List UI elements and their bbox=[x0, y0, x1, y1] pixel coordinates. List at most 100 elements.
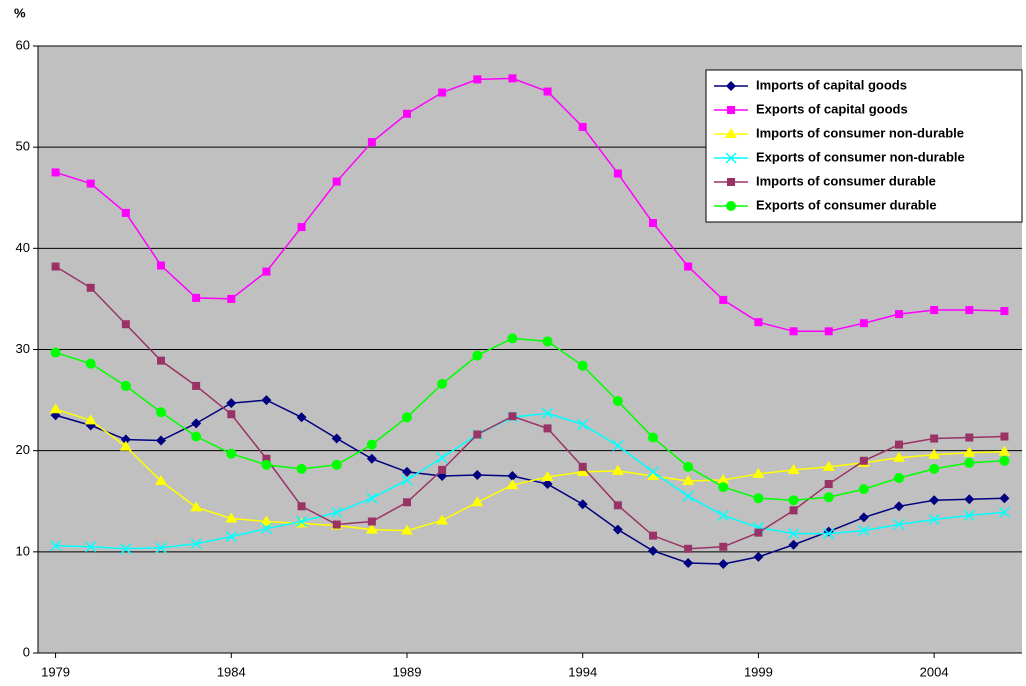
marker bbox=[473, 75, 482, 84]
marker bbox=[612, 396, 623, 407]
marker bbox=[366, 439, 377, 450]
marker bbox=[85, 541, 97, 553]
marker bbox=[1000, 432, 1009, 441]
marker bbox=[367, 517, 376, 526]
legend-marker bbox=[725, 128, 737, 138]
marker bbox=[963, 509, 975, 521]
marker bbox=[788, 539, 799, 550]
y-tick-label: 10 bbox=[16, 543, 30, 558]
marker bbox=[192, 293, 201, 302]
marker bbox=[929, 495, 940, 506]
legend-label: Imports of capital goods bbox=[756, 77, 907, 92]
y-tick-label: 60 bbox=[16, 37, 30, 52]
marker bbox=[612, 440, 624, 452]
marker bbox=[859, 319, 868, 328]
marker bbox=[120, 543, 132, 555]
marker bbox=[684, 262, 693, 271]
y-tick-label: 20 bbox=[16, 442, 30, 457]
marker bbox=[262, 267, 271, 276]
marker bbox=[683, 461, 694, 472]
marker bbox=[402, 466, 412, 477]
marker bbox=[506, 479, 519, 490]
marker bbox=[718, 482, 729, 493]
legend-label: Exports of consumer non-durable bbox=[756, 149, 965, 164]
marker bbox=[121, 320, 130, 329]
series-line bbox=[55, 412, 1005, 550]
marker bbox=[859, 456, 868, 465]
marker bbox=[507, 470, 518, 481]
marker bbox=[717, 474, 730, 485]
legend-label: Exports of capital goods bbox=[756, 101, 908, 116]
marker bbox=[752, 467, 765, 478]
marker bbox=[578, 122, 587, 131]
marker bbox=[893, 451, 905, 462]
marker bbox=[578, 462, 587, 471]
marker bbox=[895, 310, 903, 319]
y-tick-label: 40 bbox=[16, 240, 30, 255]
marker bbox=[157, 356, 165, 365]
marker bbox=[787, 463, 800, 474]
legend-marker bbox=[726, 201, 736, 211]
marker bbox=[930, 306, 939, 315]
marker bbox=[789, 506, 798, 515]
marker bbox=[86, 283, 95, 292]
marker bbox=[401, 474, 413, 486]
marker bbox=[999, 493, 1010, 504]
marker bbox=[156, 407, 166, 418]
marker bbox=[157, 261, 165, 270]
marker bbox=[331, 459, 342, 470]
marker bbox=[156, 435, 166, 446]
marker bbox=[754, 528, 763, 537]
marker bbox=[858, 512, 869, 523]
marker bbox=[331, 506, 343, 518]
marker bbox=[895, 440, 903, 449]
marker bbox=[438, 465, 447, 474]
marker bbox=[894, 472, 904, 483]
marker bbox=[86, 179, 95, 188]
marker bbox=[542, 336, 553, 347]
marker bbox=[297, 223, 306, 232]
marker bbox=[965, 433, 974, 442]
marker bbox=[753, 493, 764, 504]
series-line bbox=[55, 265, 1005, 550]
marker bbox=[331, 433, 342, 444]
marker bbox=[998, 445, 1011, 456]
marker bbox=[401, 524, 413, 535]
series-line bbox=[55, 408, 1005, 532]
marker bbox=[682, 490, 694, 502]
marker bbox=[647, 469, 659, 480]
marker bbox=[823, 528, 835, 540]
marker bbox=[542, 407, 554, 419]
marker bbox=[436, 514, 449, 525]
marker bbox=[365, 523, 378, 534]
marker bbox=[648, 545, 658, 556]
marker bbox=[227, 410, 236, 419]
marker bbox=[51, 168, 60, 177]
x-tick-label: 1994 bbox=[568, 664, 597, 679]
marker bbox=[296, 463, 307, 474]
legend-box bbox=[705, 69, 1023, 223]
marker bbox=[226, 398, 237, 409]
marker bbox=[576, 465, 589, 476]
marker bbox=[649, 531, 657, 540]
series-line bbox=[55, 399, 1005, 565]
marker bbox=[719, 542, 728, 551]
marker bbox=[366, 453, 377, 464]
marker bbox=[261, 395, 272, 406]
marker bbox=[51, 262, 60, 271]
y-tick-label: 50 bbox=[16, 139, 30, 154]
marker bbox=[649, 219, 657, 228]
marker bbox=[824, 327, 833, 336]
marker bbox=[85, 358, 96, 369]
marker bbox=[541, 470, 554, 481]
marker bbox=[543, 424, 552, 433]
legend-marker bbox=[726, 81, 736, 91]
marker bbox=[753, 551, 764, 562]
marker bbox=[822, 460, 835, 471]
marker bbox=[296, 412, 307, 423]
marker bbox=[436, 452, 448, 464]
marker bbox=[260, 515, 273, 526]
legend-label: Imports of consumer non-durable bbox=[756, 125, 964, 140]
marker bbox=[612, 524, 623, 535]
